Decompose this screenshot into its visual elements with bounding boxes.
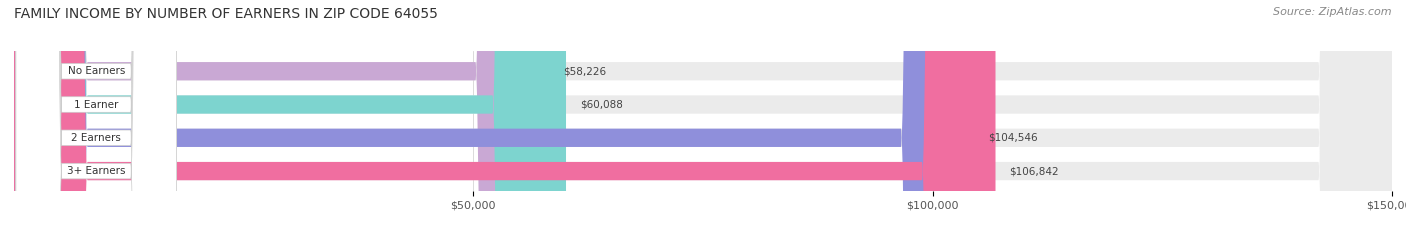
- FancyBboxPatch shape: [15, 0, 177, 233]
- Text: 1 Earner: 1 Earner: [75, 99, 118, 110]
- FancyBboxPatch shape: [15, 0, 177, 233]
- Text: $106,842: $106,842: [1010, 166, 1059, 176]
- Text: $58,226: $58,226: [562, 66, 606, 76]
- FancyBboxPatch shape: [14, 0, 1392, 233]
- FancyBboxPatch shape: [14, 0, 1392, 233]
- FancyBboxPatch shape: [14, 0, 1392, 233]
- Text: $104,546: $104,546: [988, 133, 1038, 143]
- FancyBboxPatch shape: [15, 0, 177, 233]
- FancyBboxPatch shape: [14, 0, 995, 233]
- FancyBboxPatch shape: [14, 0, 567, 233]
- Text: FAMILY INCOME BY NUMBER OF EARNERS IN ZIP CODE 64055: FAMILY INCOME BY NUMBER OF EARNERS IN ZI…: [14, 7, 437, 21]
- FancyBboxPatch shape: [15, 0, 177, 233]
- FancyBboxPatch shape: [14, 0, 548, 233]
- FancyBboxPatch shape: [14, 0, 974, 233]
- Text: Source: ZipAtlas.com: Source: ZipAtlas.com: [1274, 7, 1392, 17]
- Text: No Earners: No Earners: [67, 66, 125, 76]
- Text: 3+ Earners: 3+ Earners: [67, 166, 125, 176]
- FancyBboxPatch shape: [14, 0, 1392, 233]
- Text: $60,088: $60,088: [579, 99, 623, 110]
- Text: 2 Earners: 2 Earners: [72, 133, 121, 143]
